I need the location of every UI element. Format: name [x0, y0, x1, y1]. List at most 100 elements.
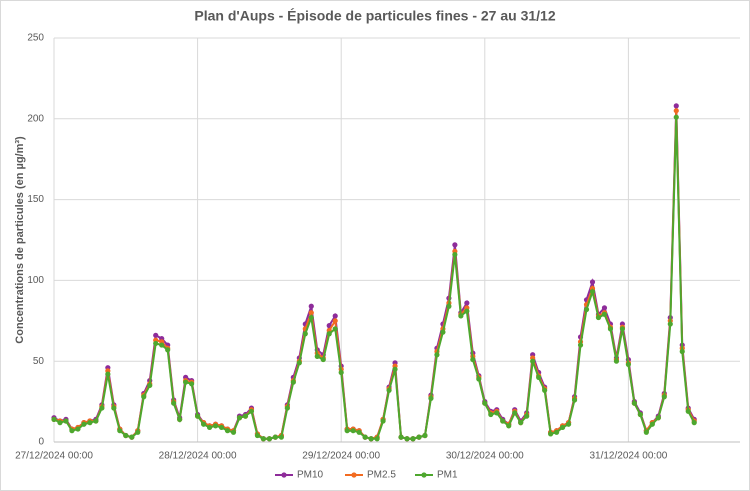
data-point — [308, 314, 314, 321]
data-point — [416, 434, 422, 440]
data-point — [506, 423, 512, 429]
data-point — [589, 289, 596, 295]
data-point — [189, 381, 195, 387]
x-tick-label: 27/12/2024 00:00 — [15, 451, 93, 462]
data-point — [422, 432, 428, 439]
data-point — [338, 369, 344, 376]
data-point — [153, 332, 159, 338]
data-point — [500, 418, 506, 424]
data-point — [458, 313, 464, 319]
data-point — [362, 434, 368, 440]
data-point — [404, 436, 410, 442]
data-point — [464, 300, 470, 306]
data-point — [99, 405, 105, 411]
data-point — [248, 408, 255, 414]
legend-label: PM2.5 — [367, 470, 396, 481]
data-point — [111, 405, 117, 411]
data-point — [619, 326, 626, 332]
data-point — [356, 429, 362, 435]
data-point — [332, 313, 338, 319]
data-point — [685, 408, 691, 414]
data-point — [218, 424, 225, 431]
data-point — [302, 331, 308, 337]
data-point — [117, 428, 123, 434]
data-point — [380, 418, 386, 424]
data-point — [135, 429, 141, 435]
data-point — [392, 366, 398, 372]
data-point — [200, 421, 207, 427]
data-point — [63, 418, 69, 424]
data-point — [559, 424, 566, 431]
data-point — [607, 326, 614, 332]
data-point — [410, 436, 416, 442]
data-point — [284, 405, 290, 411]
legend-marker — [281, 472, 287, 478]
data-point — [488, 411, 494, 418]
x-tick-label: 30/12/2024 00:00 — [446, 451, 524, 462]
data-point — [350, 428, 356, 434]
data-point — [236, 415, 243, 421]
data-point — [673, 103, 679, 109]
data-point — [368, 436, 374, 442]
data-point — [386, 387, 392, 393]
data-point — [673, 108, 679, 114]
data-point — [518, 420, 524, 426]
data-point — [195, 413, 201, 419]
data-point — [230, 429, 237, 435]
data-point — [625, 361, 632, 368]
data-point — [428, 395, 434, 401]
legend-marker — [351, 472, 357, 478]
data-point — [129, 434, 135, 440]
data-point — [637, 411, 643, 418]
data-point — [141, 394, 147, 400]
data-point — [326, 331, 332, 337]
data-point — [655, 415, 661, 421]
data-point — [476, 376, 482, 382]
data-point — [452, 251, 458, 258]
data-point — [296, 360, 302, 366]
data-point — [643, 429, 649, 435]
legend-label: PM10 — [297, 470, 324, 481]
data-point — [524, 413, 530, 419]
data-point — [272, 434, 278, 440]
data-point — [673, 114, 679, 120]
data-point — [51, 416, 57, 422]
data-point — [332, 326, 338, 332]
data-point — [93, 418, 99, 424]
data-point — [649, 421, 655, 427]
data-point — [661, 394, 667, 400]
data-point — [332, 318, 338, 324]
data-point — [224, 428, 231, 434]
data-point — [308, 310, 314, 316]
y-tick-label: 100 — [27, 275, 44, 286]
legend-label: PM1 — [437, 470, 458, 481]
y-tick-label: 0 — [38, 437, 44, 448]
data-point — [565, 421, 572, 427]
data-point — [542, 387, 548, 393]
data-point — [165, 347, 171, 353]
data-point — [242, 413, 249, 419]
data-point — [583, 306, 590, 313]
data-point — [613, 358, 620, 364]
data-point — [548, 431, 554, 437]
data-point — [446, 303, 452, 309]
data-point — [69, 428, 75, 434]
data-point — [512, 410, 518, 416]
data-point — [691, 420, 697, 426]
data-point — [494, 410, 500, 416]
data-point — [320, 356, 326, 363]
data-point — [105, 371, 111, 377]
data-point — [440, 329, 446, 335]
data-point — [679, 348, 685, 355]
y-tick-label: 150 — [27, 194, 44, 205]
data-point — [577, 342, 584, 348]
data-point — [482, 400, 488, 406]
data-point — [667, 321, 673, 327]
y-axis-label: Concentrations de particules (en µg/m³) — [14, 136, 26, 344]
x-tick-label: 31/12/2024 00:00 — [589, 451, 667, 462]
data-point — [266, 436, 272, 442]
x-tick-label: 29/12/2024 00:00 — [302, 451, 380, 462]
y-tick-label: 250 — [27, 33, 44, 44]
data-point — [278, 434, 284, 440]
